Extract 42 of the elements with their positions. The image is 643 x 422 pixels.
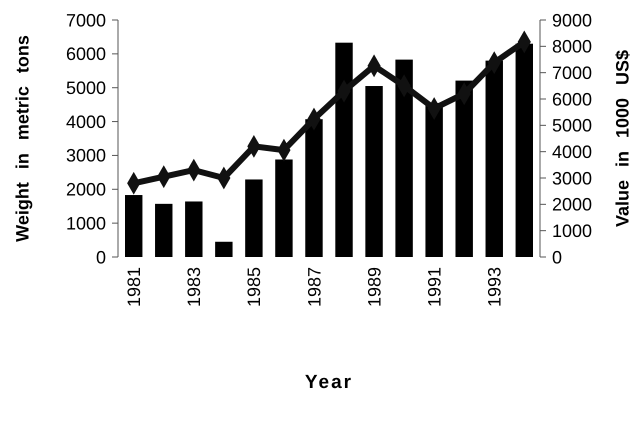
bar [245, 179, 263, 257]
y2-tick-label: 8000 [552, 36, 592, 57]
y2-tick-label: 6000 [552, 89, 592, 110]
bar [305, 119, 323, 257]
y-tick-label: 5000 [66, 78, 106, 98]
y2-tick-label: 7000 [552, 62, 592, 83]
bar [486, 60, 503, 257]
bar [395, 60, 413, 257]
y2-axis-title: Value in 1000 US$ [612, 50, 632, 228]
bar [155, 204, 172, 257]
bar [275, 159, 293, 257]
y-axis-title: Weight in metric tons [12, 35, 32, 242]
x-tick-label: 1987 [304, 267, 324, 308]
y2-tick-label: 5000 [552, 116, 592, 136]
y2-tick-label: 4000 [552, 142, 592, 162]
bar [455, 80, 473, 257]
bar [425, 102, 443, 257]
bar [125, 195, 142, 257]
y-tick-label: 1000 [66, 213, 106, 234]
y-tick-label: 0 [96, 247, 106, 268]
x-axis-title: Year [304, 372, 354, 393]
x-tick-label: 1989 [364, 267, 384, 308]
y2-tick-label: 1000 [552, 220, 592, 241]
y-tick-label: 4000 [66, 112, 106, 132]
y2-tick-label: 2000 [552, 194, 592, 215]
y-tick-label: 6000 [66, 44, 106, 64]
y2-tick-label: 0 [552, 247, 562, 268]
y-tick-label: 2000 [66, 180, 106, 200]
x-tick-label: 1993 [484, 267, 505, 308]
y2-tick-label: 3000 [552, 168, 592, 188]
bar [215, 242, 233, 257]
x-tick-label: 1981 [124, 267, 144, 308]
bar [516, 44, 533, 257]
bar [335, 42, 353, 257]
bar [185, 201, 203, 257]
y-tick-label: 3000 [66, 146, 106, 166]
x-tick-label: 1991 [424, 267, 444, 308]
y-tick-label: 7000 [66, 10, 106, 30]
x-tick-label: 1985 [244, 267, 264, 308]
x-tick-label: 1983 [184, 267, 204, 308]
y2-tick-label: 9000 [552, 10, 592, 30]
bar [365, 86, 383, 257]
